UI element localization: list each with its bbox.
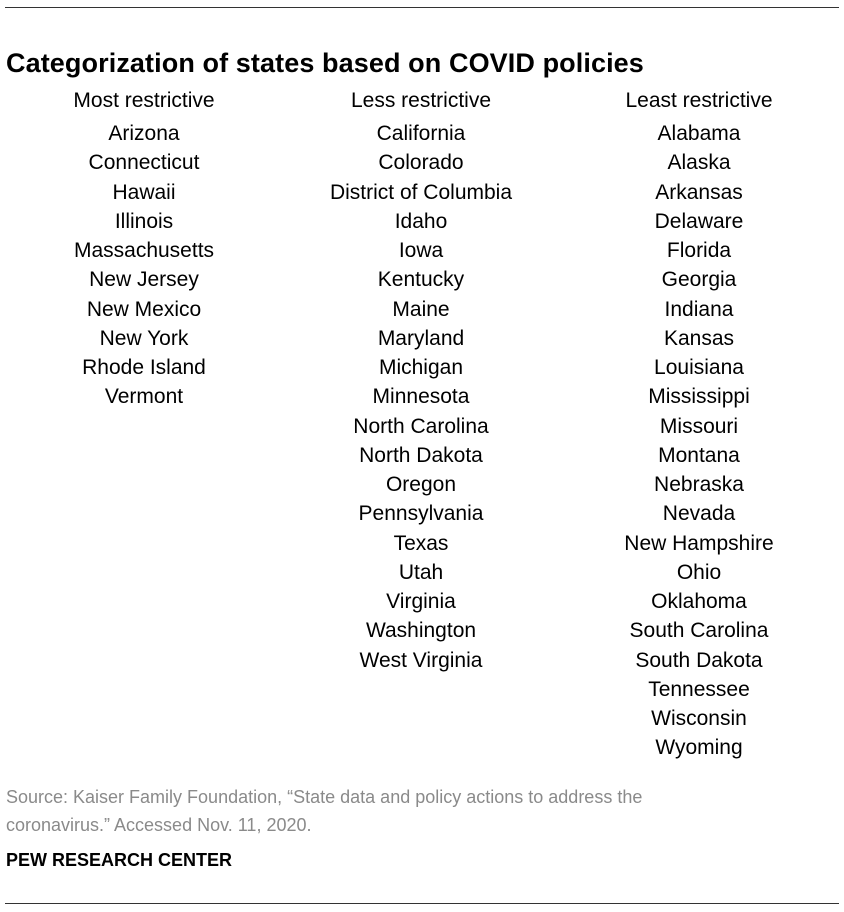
state-item: Connecticut — [88, 151, 200, 175]
state-item: Hawaii — [112, 180, 176, 204]
state-item: Wisconsin — [651, 707, 747, 730]
column-less-restrictive: Less restrictive California Colorado Distr… — [281, 86, 561, 675]
brand-name: PEW RESEARCH CENTER — [6, 850, 233, 870]
state-item: Kansas — [663, 326, 735, 350]
state-item: California — [376, 122, 466, 145]
state-item: Oregon — [385, 473, 457, 496]
source-line: coronavirus.” Accessed Nov. 11, 2020. — [6, 815, 312, 835]
source-line: Source: Kaiser Family Foundation, “State… — [6, 787, 643, 807]
state-item: Mississippi — [648, 385, 750, 409]
state-item: Alabama — [657, 122, 741, 145]
state-item: Georgia — [661, 268, 737, 292]
state-item: New Mexico — [86, 297, 202, 321]
state-item: Utah — [398, 560, 444, 584]
state-item: Missouri — [659, 414, 739, 438]
state-item: North Dakota — [359, 443, 483, 467]
state-item: Texas — [393, 531, 449, 555]
state-item: Oklahoma — [651, 590, 747, 613]
state-item: Wyoming — [655, 736, 743, 760]
state-item: Louisiana — [654, 356, 744, 379]
state-item: New Hampshire — [624, 531, 774, 555]
column-least-restrictive: Least restrictive Alabama Alaska Arkansas D… — [559, 86, 839, 763]
state-item: Tennessee — [648, 677, 750, 701]
state-item: New Jersey — [89, 268, 199, 292]
state-item: Idaho — [394, 209, 448, 233]
state-list: Arizona Connecticut Hawaii Illinois Massachu… — [4, 119, 284, 412]
state-item: Nebraska — [654, 473, 744, 496]
state-item: Rhode Island — [82, 356, 206, 379]
state-item: Pennsylvania — [358, 502, 484, 526]
state-item: Montana — [658, 443, 740, 467]
state-list: California Colorado District of Columbia Id… — [281, 119, 561, 675]
state-item: Washington — [365, 619, 477, 643]
top-rule — [5, 7, 839, 8]
state-item: Indiana — [664, 297, 734, 321]
state-item: Maine — [392, 297, 450, 321]
state-item: Nevada — [662, 502, 736, 526]
state-item: Colorado — [378, 151, 464, 175]
source-note: Source: Kaiser Family Foundation, “State… — [6, 783, 806, 839]
state-item: Maryland — [377, 326, 465, 350]
page-title: Categorization of states based on COVID … — [6, 48, 644, 79]
state-item: Illinois — [114, 209, 174, 233]
state-item: Arizona — [108, 122, 180, 145]
state-item: Alaska — [667, 151, 731, 175]
column-most-restrictive: Most restrictive Arizona Connecticut Hawai… — [4, 86, 284, 412]
state-item: Vermont — [104, 385, 184, 409]
state-item: West Virginia — [359, 648, 483, 672]
state-item: Virginia — [386, 590, 456, 613]
column-heading: Most restrictive — [73, 89, 215, 112]
state-item: Minnesota — [372, 385, 470, 409]
state-item: District of Columbia — [329, 180, 513, 204]
state-item: Michigan — [378, 356, 464, 379]
state-item: Florida — [666, 239, 732, 262]
state-item: Arkansas — [655, 180, 743, 204]
state-item: New York — [99, 326, 189, 350]
state-list: Alabama Alaska Arkansas Delaware Florida Geor… — [559, 119, 839, 763]
state-item: Ohio — [676, 560, 722, 584]
state-item: Iowa — [398, 239, 444, 262]
column-heading: Least restrictive — [625, 89, 773, 112]
bottom-rule — [5, 903, 839, 904]
state-item: North Carolina — [353, 414, 489, 438]
state-item: Kentucky — [377, 268, 465, 292]
state-item: South Dakota — [635, 648, 763, 672]
state-item: Massachusetts — [73, 239, 215, 262]
state-item: South Carolina — [629, 619, 769, 643]
column-heading: Less restrictive — [350, 89, 492, 112]
state-item: Delaware — [654, 209, 744, 233]
